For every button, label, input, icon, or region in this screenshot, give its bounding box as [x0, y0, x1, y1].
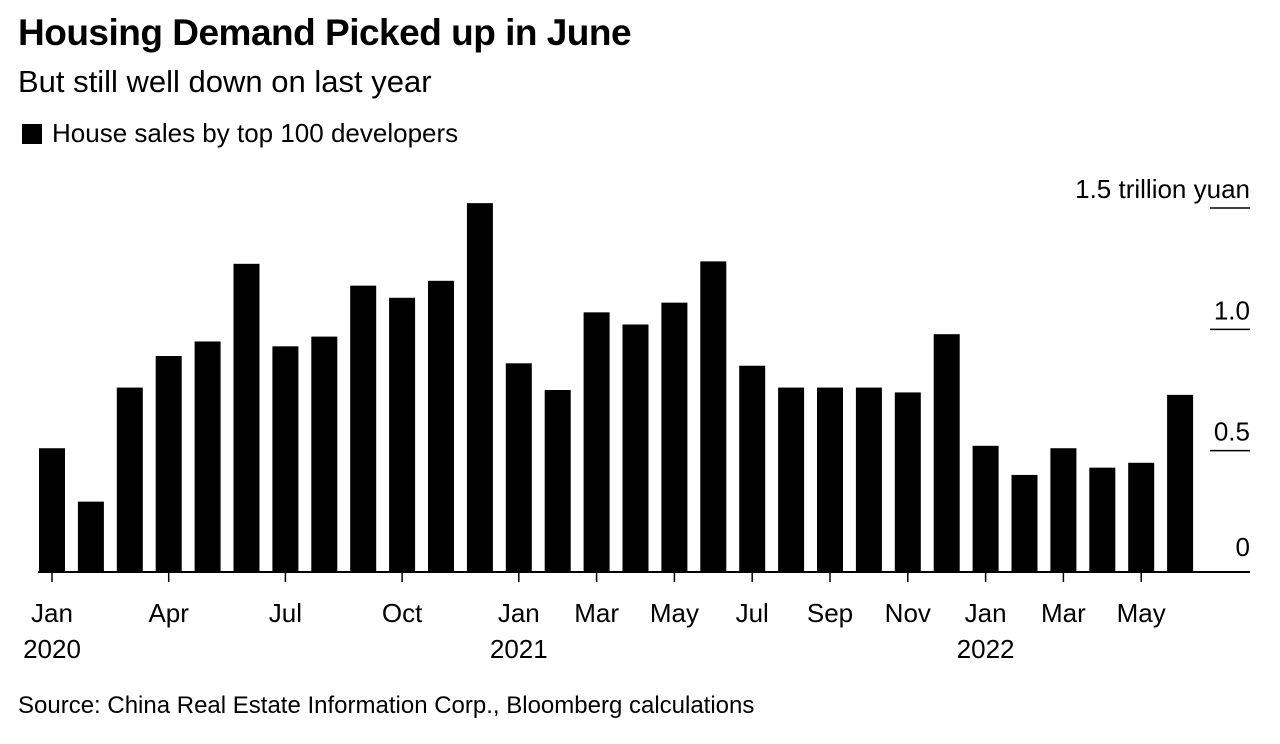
source-note: Source: China Real Estate Information Co… [18, 692, 755, 719]
bar [311, 336, 338, 572]
bar [855, 387, 882, 572]
x-tick-label: Jan [965, 598, 1007, 628]
bar [233, 263, 260, 572]
bar [1011, 474, 1038, 572]
y-tick-label: 1.5 trillion yuan [1075, 174, 1250, 204]
bar [661, 302, 688, 572]
bar [194, 341, 221, 572]
bar [428, 280, 454, 572]
chart-subtitle: But still well down on last year [18, 64, 432, 99]
bar [389, 297, 416, 572]
legend-swatch [22, 123, 42, 144]
x-tick-label: Mar [574, 598, 619, 628]
bar [1050, 448, 1077, 572]
legend: House sales by top 100 developers [22, 118, 458, 149]
x-year-label: 2020 [23, 634, 81, 664]
bar [1167, 394, 1194, 572]
x-tick-label: Nov [885, 598, 931, 628]
bar [1089, 467, 1116, 572]
y-tick-label: 1.0 [1214, 295, 1250, 325]
bar [894, 392, 921, 572]
y-tick-label: 0.5 [1214, 417, 1250, 447]
bar [739, 365, 766, 572]
bar [622, 324, 649, 572]
bar [700, 261, 727, 572]
chart-title: Housing Demand Picked up in June [18, 12, 632, 53]
x-tick-label: Apr [148, 598, 189, 628]
bar [350, 285, 377, 572]
bar [933, 334, 960, 572]
x-tick-label: Sep [807, 598, 853, 628]
x-tick-label: Jan [31, 598, 73, 628]
bar [116, 387, 143, 572]
bar [505, 363, 532, 572]
x-tick-label: May [650, 598, 699, 628]
bar [77, 501, 104, 572]
y-tick-label: 0 [1236, 532, 1250, 562]
bar [39, 448, 65, 572]
x-tick-label: Oct [382, 598, 423, 628]
bar [155, 356, 182, 572]
bar [817, 387, 843, 572]
bar [544, 390, 571, 572]
bar [1128, 462, 1155, 572]
x-tick-label: Jul [736, 598, 769, 628]
x-tick-label: Jan [498, 598, 540, 628]
x-tick-label: Jul [269, 598, 302, 628]
x-tick-label: Mar [1041, 598, 1086, 628]
x-tick-label: May [1117, 598, 1166, 628]
bar [972, 445, 999, 572]
legend-label: House sales by top 100 developers [52, 118, 459, 148]
bar [466, 203, 493, 572]
bar [583, 312, 610, 572]
bar [272, 346, 299, 572]
bar [778, 387, 805, 572]
x-year-label: 2022 [957, 634, 1015, 664]
x-year-label: 2021 [490, 634, 548, 664]
